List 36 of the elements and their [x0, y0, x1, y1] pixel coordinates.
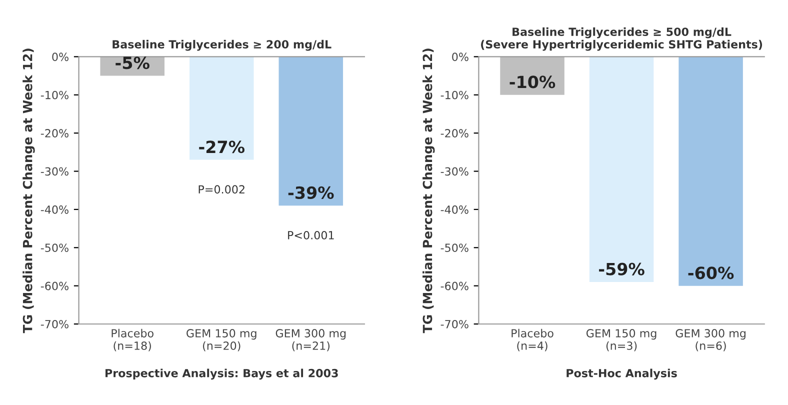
x-tick-label: Placebo (n=4): [512, 328, 554, 352]
x-tick-label: GEM 150 mg (n=20): [186, 329, 256, 352]
y-tick-label: -10%: [440, 90, 468, 100]
chart-title: Baseline Triglycerides ≥ 500 mg/dL (Severe Hypertriglyceridemic SHTG Patients): [481, 27, 762, 51]
y-tick-label: -70%: [440, 320, 468, 328]
y-tick-label: -20%: [440, 129, 468, 138]
y-axis-title: TG (Median Percent Change at Week 12): [422, 48, 435, 334]
y-tick-label: -40%: [440, 205, 468, 214]
data-label: -59%: [599, 262, 644, 276]
y-tick-label: -70%: [40, 320, 68, 328]
y-tick-label: -40%: [40, 205, 68, 214]
annotation: P=0.002: [198, 185, 244, 194]
x-tick-label: GEM 300 mg (n=21): [276, 329, 346, 352]
y-tick-label: -30%: [440, 167, 468, 176]
data-label: -60%: [688, 266, 734, 280]
data-label: -10%: [510, 76, 556, 88]
y-tick-label: -50%: [440, 244, 468, 252]
y-tick-label: -50%: [40, 244, 68, 252]
x-tick-label: GEM 150 mg (n=3): [586, 329, 656, 352]
y-tick-label: -20%: [40, 129, 68, 138]
y-axis-title: TG (Median Percent Change at Week 12): [22, 48, 35, 334]
x-axis-title: Prospective Analysis: Bays et al 2003: [106, 368, 338, 380]
data-label: -27%: [199, 140, 244, 154]
x-axis-title: Post-Hoc Analysis: [566, 368, 677, 380]
data-label: -5%: [116, 56, 150, 70]
x-tick-label: Placebo (n=18): [112, 328, 154, 352]
annotation: P<0.001: [288, 230, 334, 240]
x-tick-label: GEM 300 mg (n=6): [676, 329, 746, 352]
chart-title: Baseline Triglycerides ≥ 200 mg/dL: [112, 40, 332, 51]
y-tick-label: 0%: [452, 52, 468, 62]
data-label: -39%: [288, 186, 334, 200]
y-tick-label: -60%: [40, 282, 68, 290]
y-tick-label: 0%: [52, 52, 68, 62]
y-tick-label: -60%: [440, 282, 468, 290]
y-tick-label: -10%: [40, 90, 68, 100]
y-tick-label: -30%: [40, 167, 68, 176]
